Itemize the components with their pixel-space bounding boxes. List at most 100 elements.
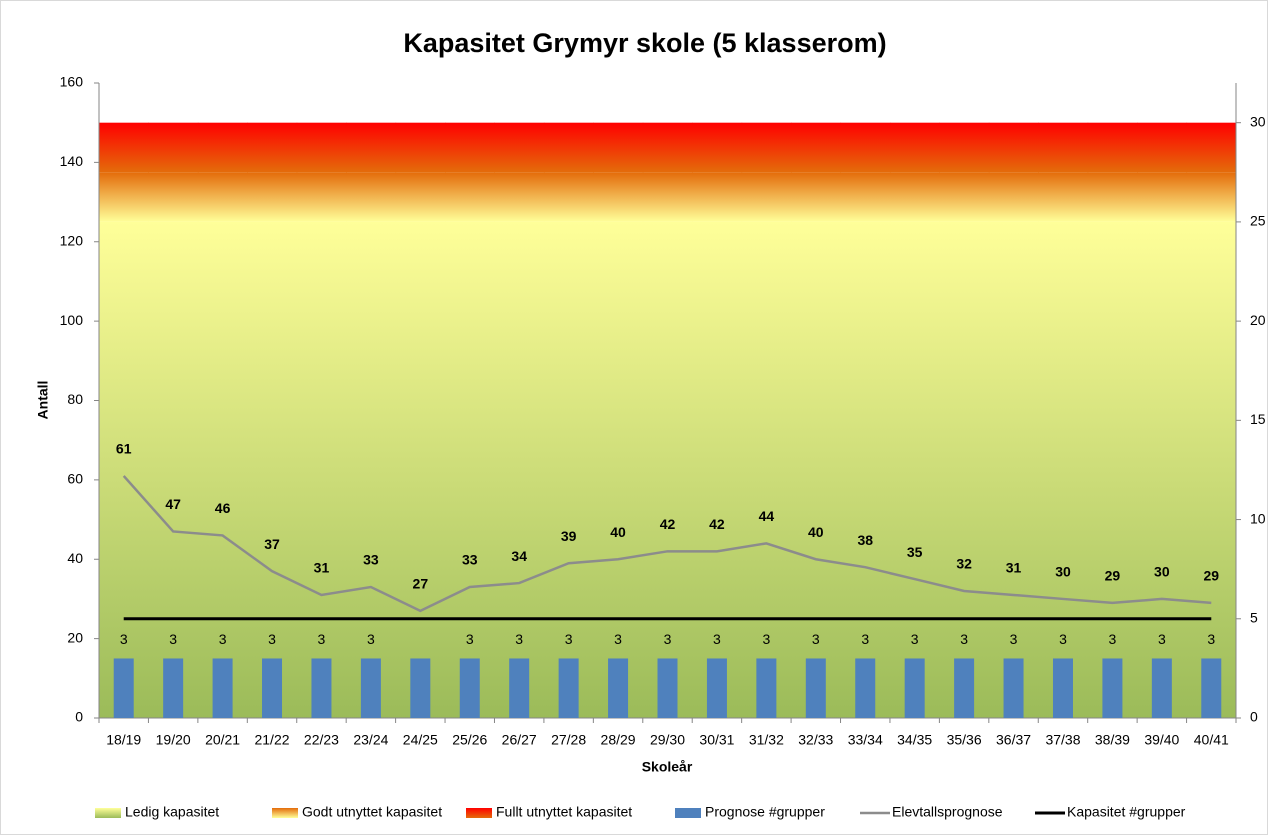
- area-segment: [445, 172, 495, 222]
- data-label: 37: [264, 536, 280, 552]
- area-segment: [148, 172, 199, 222]
- y-tick-label: 100: [60, 312, 84, 328]
- x-tick-label: 25/26: [452, 732, 487, 748]
- area-segment: [395, 221, 446, 718]
- bar: [410, 658, 431, 718]
- x-tick-label: 33/34: [848, 732, 883, 748]
- bar-label: 3: [713, 631, 721, 647]
- data-label: 47: [165, 496, 181, 512]
- area-segment: [840, 122, 891, 173]
- x-tick-label: 24/25: [403, 732, 438, 748]
- bar: [459, 658, 480, 718]
- data-label: 34: [511, 548, 527, 564]
- data-label: 38: [857, 532, 873, 548]
- area-segment: [593, 172, 644, 222]
- y2-tick-label: 10: [1250, 510, 1266, 526]
- legend-swatch: [675, 808, 701, 818]
- y-tick-label: 120: [60, 232, 84, 248]
- bar: [1003, 658, 1024, 718]
- data-label: 35: [907, 544, 923, 560]
- x-tick-label: 29/30: [650, 732, 685, 748]
- area-segment: [1087, 122, 1138, 173]
- area-segment: [296, 172, 347, 222]
- area-segment: [99, 221, 149, 718]
- bar: [805, 658, 826, 718]
- bar-label: 3: [318, 631, 326, 647]
- bar-label: 3: [268, 631, 276, 647]
- area-segment: [395, 122, 446, 173]
- area-segment: [741, 122, 792, 173]
- area-segment: [99, 122, 149, 173]
- data-label: 39: [561, 528, 577, 544]
- y-tick-label: 20: [67, 629, 83, 645]
- x-tick-label: 32/33: [798, 732, 833, 748]
- bar-label: 3: [120, 631, 128, 647]
- area-segment: [988, 172, 1039, 222]
- bar: [756, 658, 777, 718]
- area-segment: [642, 122, 693, 173]
- area-segment: [1038, 172, 1089, 222]
- area-segment: [791, 122, 842, 173]
- area-segment: [148, 221, 199, 718]
- legend-label: Fullt utnyttet kapasitet: [496, 804, 632, 820]
- area-segment: [1137, 221, 1188, 718]
- area-segment: [840, 221, 891, 718]
- area-segment: [197, 122, 248, 173]
- x-tick-label: 27/28: [551, 732, 586, 748]
- y-tick-label: 140: [60, 153, 84, 169]
- area-segment: [1038, 221, 1089, 718]
- bar: [657, 658, 678, 718]
- area-segment: [445, 122, 495, 173]
- bar: [706, 658, 727, 718]
- area-segment: [543, 172, 594, 222]
- area-segment: [247, 221, 298, 718]
- legend-label: Prognose #grupper: [705, 804, 825, 820]
- area-segment: [543, 221, 594, 718]
- data-label: 42: [709, 516, 725, 532]
- bar-label: 3: [565, 631, 573, 647]
- bar: [904, 658, 925, 718]
- bar: [360, 658, 381, 718]
- x-tick-label: 18/19: [106, 732, 141, 748]
- data-label: 33: [462, 552, 478, 568]
- legend-label: Kapasitet #grupper: [1067, 804, 1186, 820]
- area-segment: [840, 172, 891, 222]
- area-segment: [494, 221, 545, 718]
- area-segment: [642, 172, 693, 222]
- x-tick-label: 36/37: [996, 732, 1031, 748]
- bar-label: 3: [812, 631, 820, 647]
- area-segment: [889, 172, 940, 222]
- area-segment: [593, 122, 644, 173]
- area-segment: [296, 221, 347, 718]
- area-segment: [692, 172, 743, 222]
- bar-label: 3: [614, 631, 622, 647]
- bar: [608, 658, 629, 718]
- bar: [1151, 658, 1172, 718]
- legend-label: Godt utnyttet kapasitet: [302, 804, 442, 820]
- bar-label: 3: [1059, 631, 1067, 647]
- x-tick-label: 26/27: [502, 732, 537, 748]
- data-label: 40: [808, 524, 824, 540]
- legend-label: Ledig kapasitet: [125, 804, 219, 820]
- bar: [311, 658, 332, 718]
- legend-swatch: [272, 808, 298, 818]
- area-segment: [494, 172, 545, 222]
- area-segment: [791, 221, 842, 718]
- area-segment: [741, 172, 792, 222]
- area-segment: [692, 221, 743, 718]
- data-label: 30: [1055, 564, 1071, 580]
- bar-label: 3: [515, 631, 523, 647]
- bar: [262, 658, 283, 718]
- x-tick-label: 38/39: [1095, 732, 1130, 748]
- area-segment: [1087, 172, 1138, 222]
- data-label: 29: [1203, 568, 1219, 584]
- x-axis-label: Skoleår: [642, 759, 693, 775]
- area-segment: [1087, 221, 1138, 718]
- x-tick-label: 35/36: [947, 732, 982, 748]
- area-segment: [99, 172, 149, 222]
- legend-swatch: [466, 808, 492, 818]
- area-segment: [741, 221, 792, 718]
- bar-label: 3: [911, 631, 919, 647]
- data-label: 32: [956, 556, 972, 572]
- x-tick-label: 39/40: [1144, 732, 1179, 748]
